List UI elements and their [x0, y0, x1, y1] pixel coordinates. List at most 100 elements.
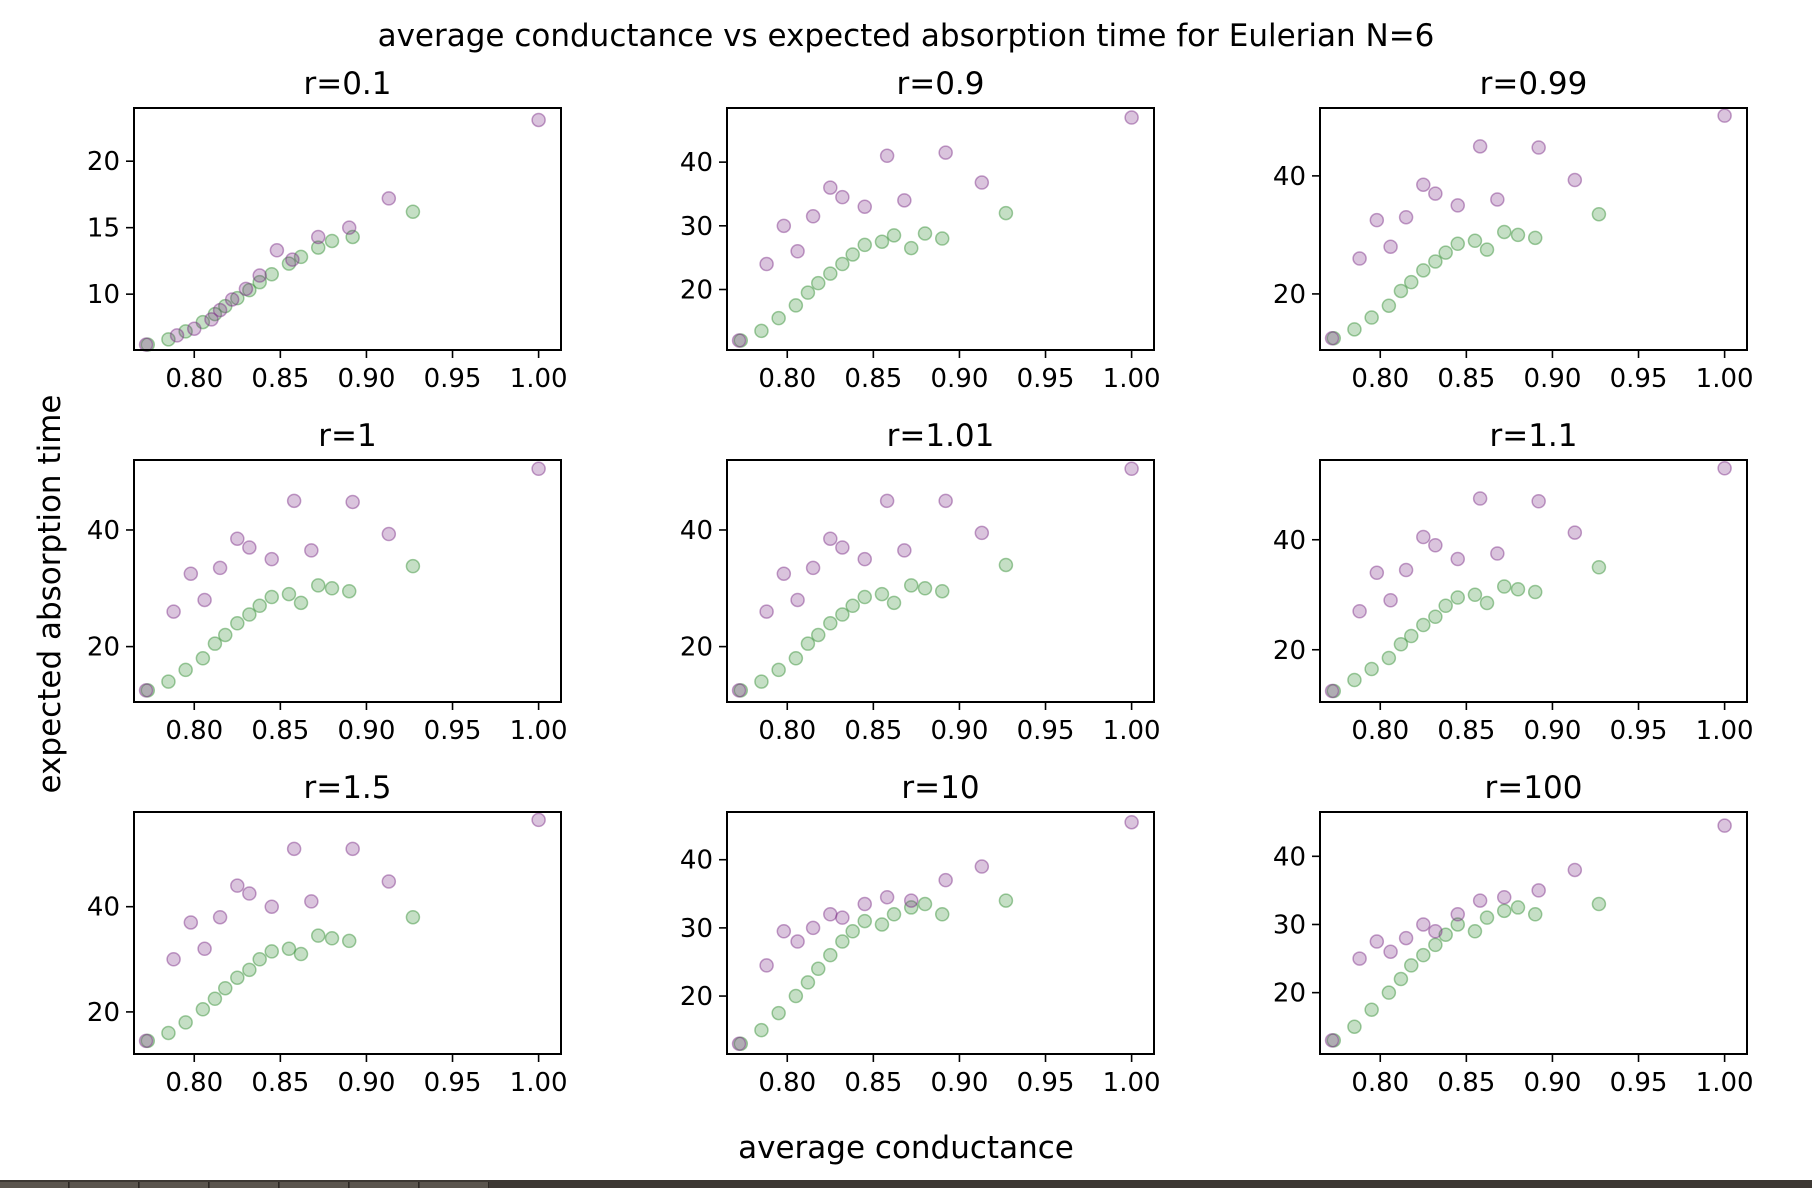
data-point	[1398, 209, 1414, 225]
data-point	[771, 1005, 786, 1021]
data-point	[897, 193, 912, 208]
data-point	[1428, 937, 1443, 953]
x-tick-label: 0.80	[1351, 1068, 1409, 1098]
x-tick-label: 0.90	[930, 364, 988, 394]
data-point	[1591, 896, 1607, 912]
data-point	[1428, 186, 1443, 201]
data-point	[1496, 579, 1512, 594]
data-point	[776, 218, 792, 234]
axes-frame	[133, 107, 562, 351]
data-point	[790, 592, 805, 608]
data-point	[1428, 538, 1443, 553]
x-tick-label: 0.85	[844, 364, 902, 394]
data-point	[874, 586, 890, 602]
data-point	[531, 112, 546, 128]
data-point	[1438, 927, 1453, 942]
x-tick-label: 1.00	[1103, 716, 1161, 746]
subplot-3: r=0.99 0.80 0.85 0.90 0.95 1.00 20 40	[1273, 66, 1754, 394]
data-point	[1352, 951, 1367, 966]
y-tick-label: 20	[87, 147, 120, 177]
data-point	[1472, 491, 1488, 506]
taskbar-item[interactable]	[280, 1182, 349, 1188]
data-point	[835, 540, 850, 555]
data-point	[1352, 604, 1367, 619]
data-point	[304, 543, 319, 558]
data-point	[178, 1015, 193, 1030]
data-point	[800, 636, 816, 651]
data-point	[224, 292, 240, 307]
taskbar-item[interactable]	[210, 1182, 279, 1188]
x-tick-label: 0.85	[844, 716, 902, 746]
x-tick-label: 0.80	[758, 364, 816, 394]
x-tick-label: 0.95	[1017, 364, 1075, 394]
taskbar	[0, 1180, 1812, 1188]
data-point	[1567, 525, 1583, 540]
data-point	[286, 841, 302, 857]
data-point	[140, 337, 156, 352]
x-tick-label: 0.80	[758, 716, 816, 746]
x-tick-label: 0.95	[1610, 364, 1668, 394]
data-point	[252, 598, 267, 614]
data-point	[771, 662, 786, 678]
data-point	[281, 586, 297, 602]
data-point	[310, 240, 326, 255]
data-point	[140, 683, 156, 698]
taskbar-item[interactable]	[0, 1182, 69, 1188]
data-point	[1369, 212, 1385, 228]
data-point	[823, 907, 838, 922]
data-point	[1369, 565, 1385, 580]
subplot-4: r=1 0.80 0.85 0.90 0.95 1.00 20 40	[87, 418, 568, 746]
data-point	[974, 859, 990, 874]
data-point	[341, 933, 357, 949]
x-tick-label: 0.90	[337, 1068, 395, 1098]
data-point	[857, 913, 872, 929]
data-point	[138, 683, 154, 698]
data-point	[1450, 198, 1465, 213]
data-point	[788, 988, 804, 1004]
data-point	[903, 240, 919, 256]
data-point	[1352, 251, 1367, 266]
data-point	[934, 907, 950, 922]
y-tick-label: 30	[1273, 910, 1306, 940]
data-point	[1479, 910, 1495, 925]
data-point	[771, 310, 786, 326]
data-point	[1398, 930, 1414, 946]
data-point	[886, 228, 902, 243]
data-point	[1467, 233, 1483, 249]
y-tick-label: 40	[87, 516, 120, 546]
data-point	[886, 907, 902, 922]
data-point	[1428, 609, 1443, 624]
data-point	[531, 461, 546, 476]
taskbar-item[interactable]	[420, 1182, 489, 1188]
axes-frame	[1319, 459, 1748, 703]
data-point	[230, 290, 245, 306]
data-point	[381, 874, 397, 889]
data-point	[1404, 958, 1419, 973]
data-point	[195, 1002, 211, 1017]
data-point	[293, 946, 309, 962]
data-point	[1393, 971, 1409, 987]
data-point	[857, 896, 872, 912]
data-point	[1472, 139, 1488, 154]
data-point	[281, 941, 297, 957]
y-tick-label: 40	[87, 893, 120, 923]
taskbar-item[interactable]	[140, 1182, 209, 1188]
x-tick-label: 0.90	[337, 364, 395, 394]
data-point	[1416, 617, 1431, 633]
data-point	[733, 683, 749, 698]
data-point	[1531, 494, 1546, 509]
data-point	[264, 899, 279, 914]
taskbar-item[interactable]	[70, 1182, 139, 1188]
data-point	[903, 578, 919, 593]
data-point	[835, 910, 850, 925]
data-point	[264, 266, 279, 282]
x-tick-label: 1.00	[1103, 1068, 1161, 1098]
data-point	[161, 332, 176, 347]
data-point	[341, 583, 357, 599]
y-tick-label: 40	[1273, 842, 1306, 872]
data-point	[1510, 900, 1526, 915]
data-point	[1450, 917, 1465, 932]
data-point	[1527, 584, 1543, 600]
taskbar-item[interactable]	[350, 1182, 419, 1188]
data-point	[1347, 672, 1362, 688]
